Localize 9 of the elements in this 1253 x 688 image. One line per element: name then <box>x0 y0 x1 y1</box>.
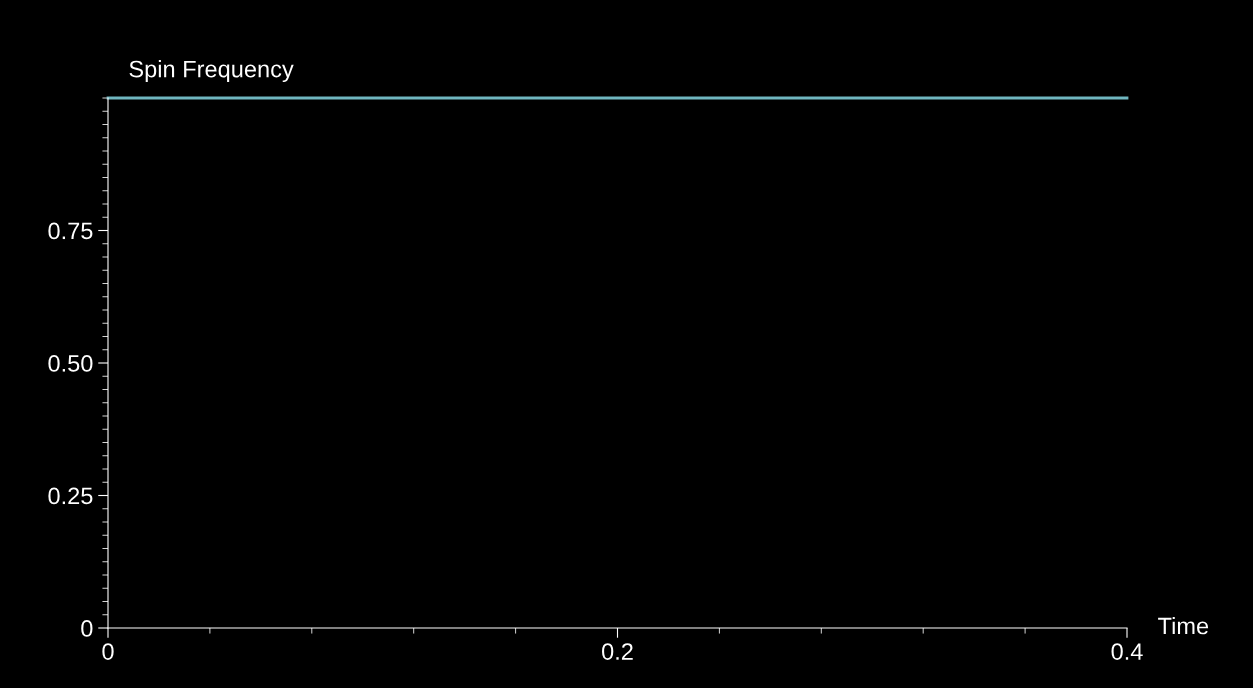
x-tick-label: 0.4 <box>1111 643 1143 660</box>
y-tick-label: 0.25 <box>48 487 93 505</box>
x-axis-title: Time <box>1158 616 1209 635</box>
y-tick-label: 0.50 <box>48 355 93 372</box>
x-tick-label: 0 <box>102 643 114 660</box>
y-tick-label: 0.75 <box>48 222 93 240</box>
y-tick-label: 0 <box>81 620 93 637</box>
x-tick-label: 0.2 <box>602 643 633 660</box>
y-axis-title: Spin Frequency <box>129 60 294 83</box>
